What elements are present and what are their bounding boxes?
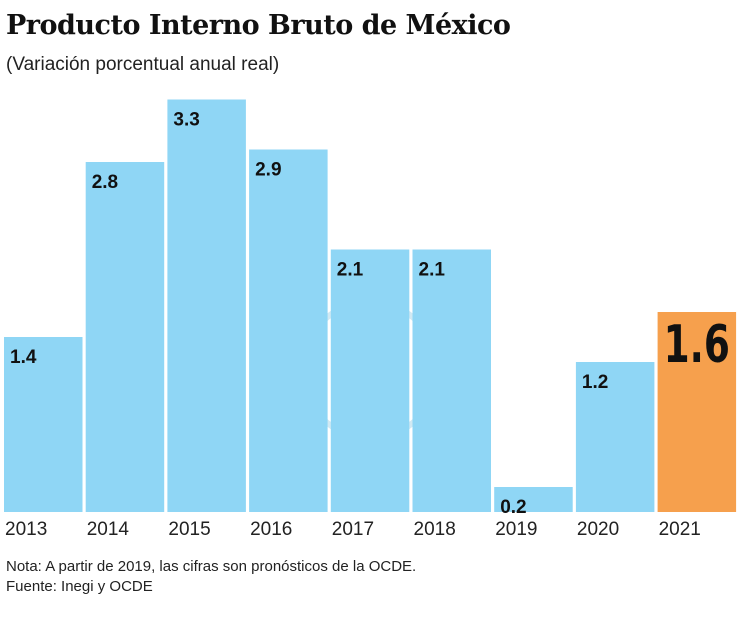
data-label-2017: 2.1 [337,260,364,281]
x-tick-label-2016: 2016 [250,519,292,540]
x-tick-label-2019: 2019 [495,519,537,540]
data-label-2016: 2.9 [255,160,281,181]
data-label-2019: 0.2 [500,497,526,518]
note-text: Nota: A partir de 2019, las cifras son p… [6,558,417,575]
x-tick-label-2013: 2013 [5,519,47,540]
bar-2014 [85,162,165,512]
source-text: Fuente: Inegi y OCDE [6,578,153,595]
bar-chart: 1.4 2013 2.8 2014 3.3 2015 2.9 2016 2.1 2017 2.1 20… [4,99,737,540]
bar-2016 [249,149,328,512]
bar-2013 [4,337,83,512]
x-tick-label-2014: 2014 [87,519,130,540]
bar-2020 [575,362,655,512]
x-tick-label-2020: 2020 [577,519,619,540]
data-label-2014: 2.8 [92,172,118,193]
bar-2019 [494,487,573,512]
bar-2021 [657,312,737,512]
x-tick-label-2018: 2018 [414,519,456,540]
data-label-2013: 1.4 [10,347,37,368]
x-tick-label-2015: 2015 [168,519,210,540]
chart-title: Producto Interno Bruto de México [6,10,511,41]
x-tick-label-2021: 2021 [659,519,701,540]
bar-2015 [167,99,246,512]
data-label-2021: 1.6 [664,315,730,376]
data-label-2020: 1.2 [582,372,608,393]
chart-subtitle: (Variación porcentual anual real) [6,54,280,75]
x-tick-label-2017: 2017 [332,519,374,540]
data-label-2018: 2.1 [419,260,446,281]
data-label-2015: 3.3 [173,110,199,131]
bar-2018 [412,249,491,512]
bar-2017 [330,249,410,512]
